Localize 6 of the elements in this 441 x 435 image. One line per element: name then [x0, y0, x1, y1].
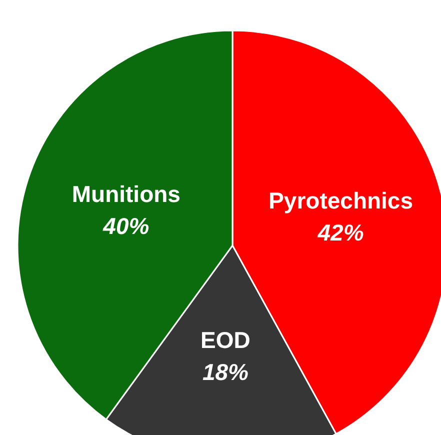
- data-label: 42%: [316, 220, 364, 246]
- slice-label: EOD: [200, 327, 250, 354]
- slice-label: Munitions: [72, 180, 180, 207]
- data-label: 18%: [202, 359, 249, 386]
- slice-label: Pyrotechnics: [268, 188, 414, 214]
- data-label: 40%: [102, 212, 150, 239]
